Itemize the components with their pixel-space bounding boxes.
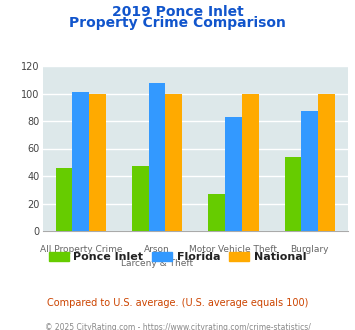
Bar	[285, 157, 301, 231]
Text: Compared to U.S. average. (U.S. average equals 100): Compared to U.S. average. (U.S. average …	[47, 298, 308, 308]
Text: © 2025 CityRating.com - https://www.cityrating.com/crime-statistics/: © 2025 CityRating.com - https://www.city…	[45, 323, 310, 330]
Text: Motor Vehicle Theft: Motor Vehicle Theft	[190, 245, 277, 254]
Text: 2019 Ponce Inlet: 2019 Ponce Inlet	[111, 5, 244, 19]
Text: Arson: Arson	[144, 245, 170, 254]
Bar	[225, 117, 242, 231]
Bar	[165, 93, 182, 231]
Text: Property Crime Comparison: Property Crime Comparison	[69, 16, 286, 30]
Legend: Ponce Inlet, Florida, National: Ponce Inlet, Florida, National	[44, 248, 311, 267]
Bar	[149, 82, 165, 231]
Text: Burglary: Burglary	[290, 245, 329, 254]
Bar	[72, 92, 89, 231]
Bar	[89, 93, 106, 231]
Text: All Property Crime: All Property Crime	[39, 245, 122, 254]
Bar	[242, 93, 258, 231]
Bar	[318, 93, 335, 231]
Bar	[56, 168, 72, 231]
Bar	[132, 166, 149, 231]
Bar	[301, 112, 318, 231]
Bar	[208, 194, 225, 231]
Text: Larceny & Theft: Larceny & Theft	[121, 259, 193, 268]
